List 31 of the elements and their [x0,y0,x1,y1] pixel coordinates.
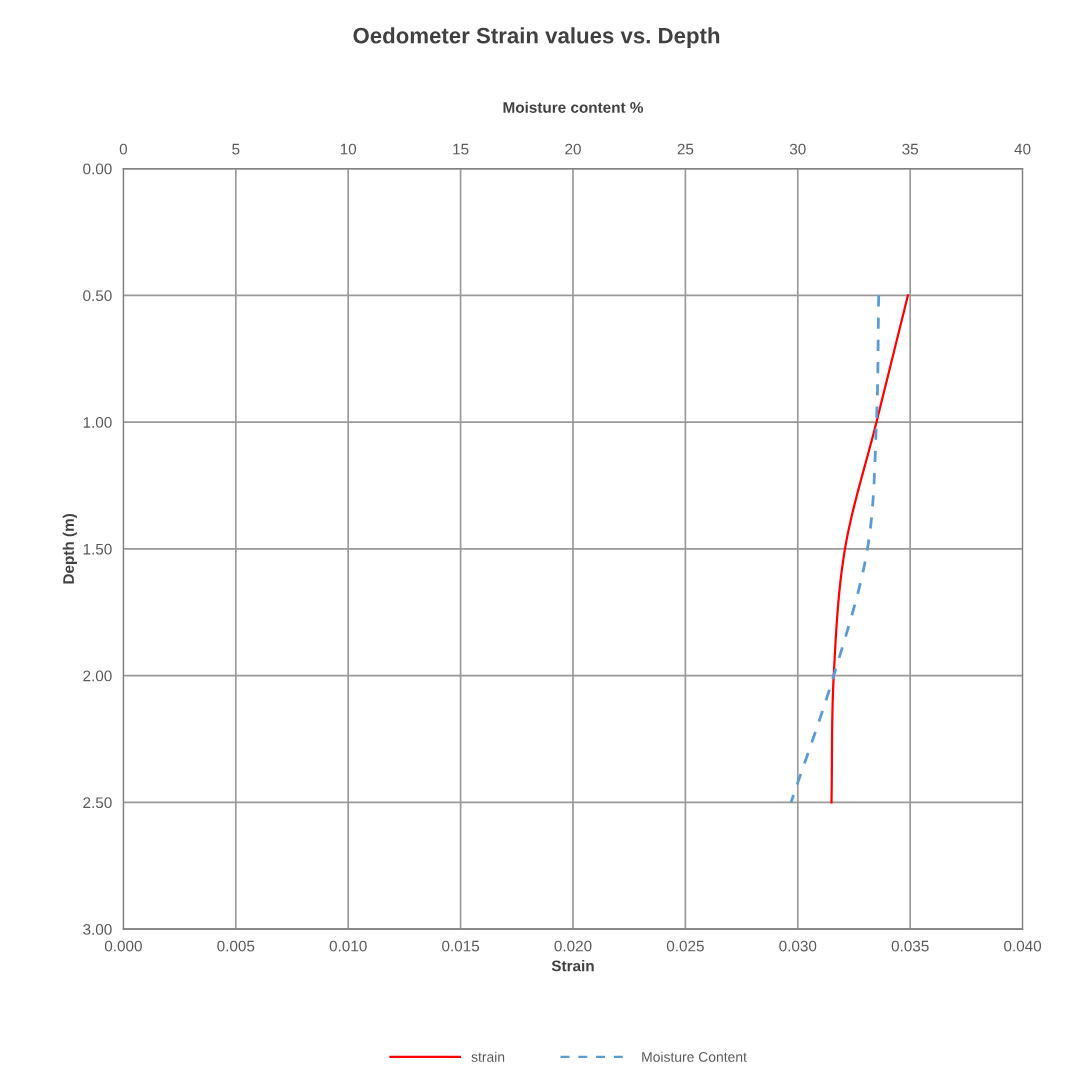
x2-tick-label: 10 [340,143,357,155]
x-tick-label: 0.035 [891,940,929,952]
x-tick-label: 0.000 [104,940,142,952]
x-axis-title: Strain [551,960,594,972]
x2-tick-label: 15 [453,143,469,155]
y-tick-label: 0.50 [83,290,112,302]
x2-axis-title: Moisture content % [503,101,644,113]
x2-tick-label: 0 [119,143,128,155]
legend-label: Moisture Content [642,1051,747,1062]
x-tick-label: 0.005 [217,940,255,952]
legend-label: strain [471,1051,505,1062]
y-tick-label: 0.00 [83,163,112,175]
y-axis-title: Depth (m) [62,514,77,584]
x2-tick-label: 5 [232,143,240,155]
x-tick-label: 0.015 [442,940,480,952]
x2-tick-label: 20 [565,143,581,155]
y-tick-label: 3.00 [83,924,112,935]
x-tick-label: 0.040 [1004,940,1042,952]
x2-tick-label: 30 [789,143,806,155]
x2-tick-label: 25 [677,143,694,155]
x-tick-label: 0.020 [554,940,592,952]
chart-title: Oedometer Strain values vs. Depth [353,27,720,48]
y-tick-label: 1.00 [83,417,112,428]
y-tick-label: 2.00 [83,670,112,682]
x-tick-label: 0.025 [666,940,704,952]
x-tick-label: 0.010 [329,940,367,952]
x-tick-label: 0.030 [779,940,817,952]
x2-tick-label: 40 [1014,143,1031,155]
y-tick-label: 1.50 [83,543,112,555]
y-tick-label: 2.50 [83,797,112,809]
x2-tick-label: 35 [902,143,919,155]
